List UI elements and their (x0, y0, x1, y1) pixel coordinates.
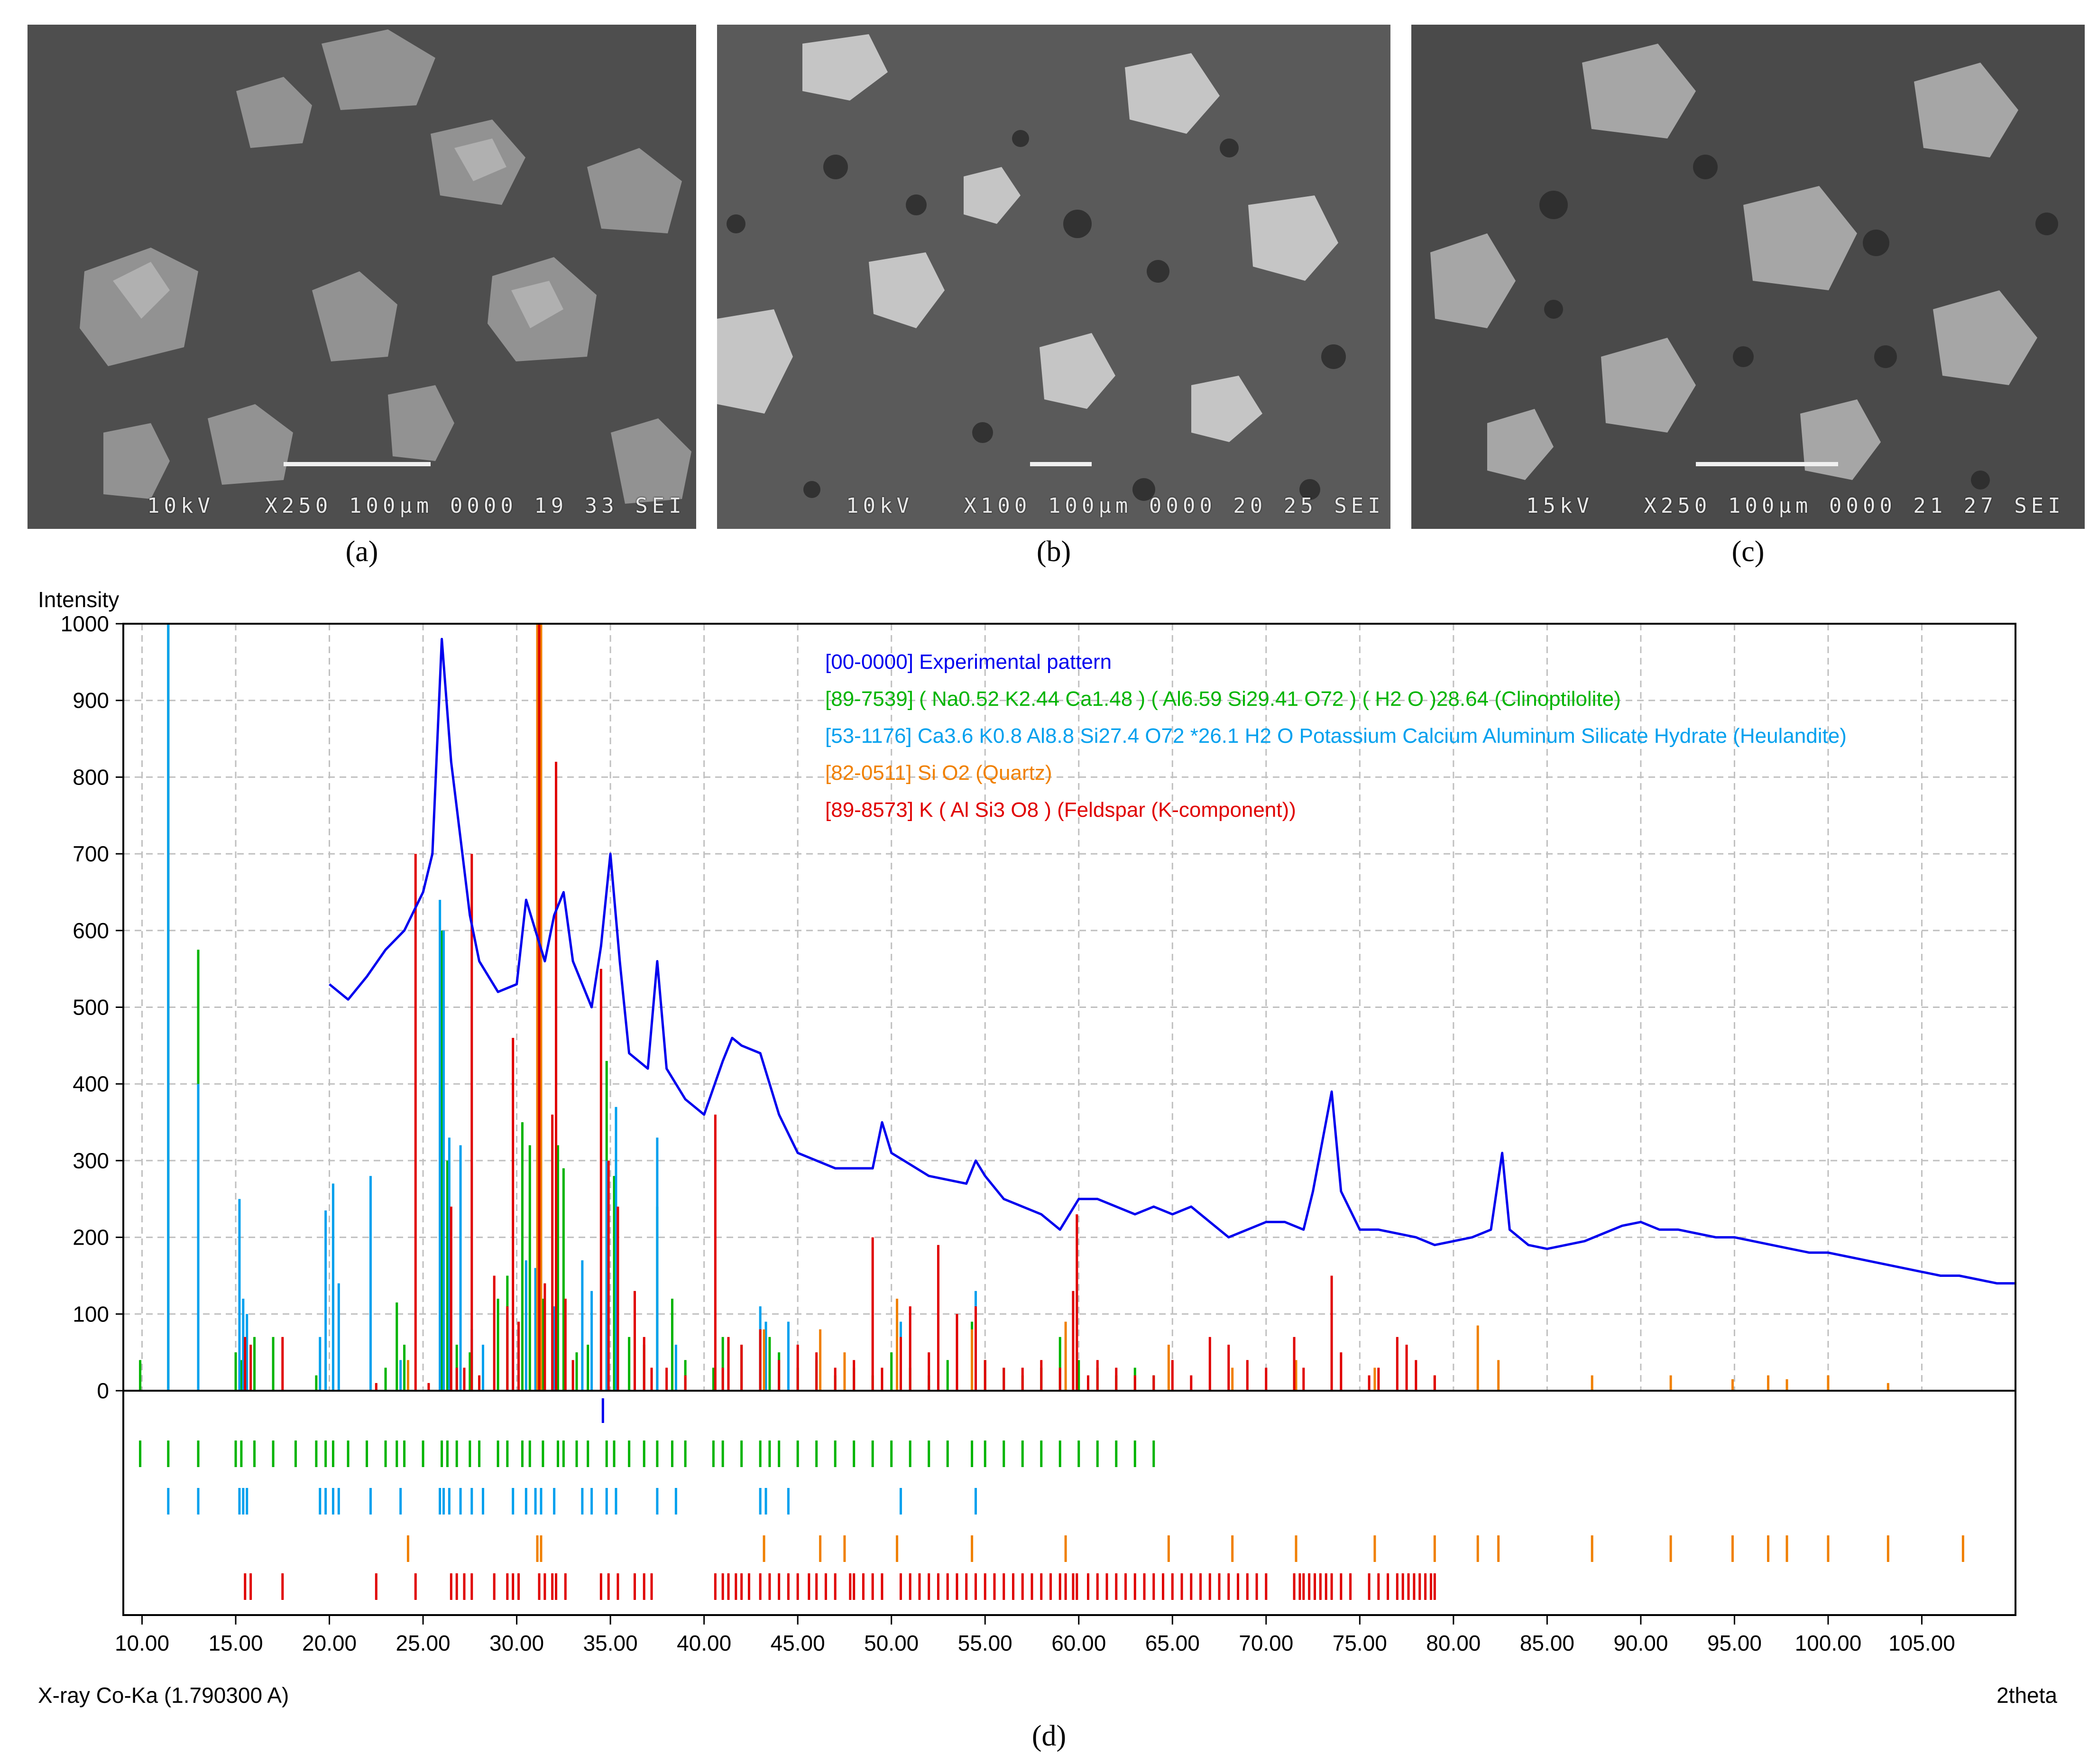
sem-mode-c: SEI (2014, 494, 2065, 518)
sem-scale-bar-c (1696, 462, 1838, 466)
sem-mag-c: X250 (1644, 494, 1712, 518)
sem-image-c: 15kV X250 100μm 0000 21 27 SEI (1411, 25, 2085, 529)
x-tick-label: 70.00 (1239, 1631, 1293, 1655)
x-tick-label: 25.00 (396, 1631, 451, 1655)
x-tick-label: 20.00 (302, 1631, 357, 1655)
tick-labels: 0 100 200 300 400 500 600 700 800 900 1000 10.00 15.… (61, 611, 1955, 1655)
caption-c: (c) (1731, 536, 1765, 568)
legend-entry: [00-0000] Experimental pattern (825, 650, 1112, 674)
y-tick-label: 700 (73, 841, 109, 866)
y-tick-label: 200 (73, 1225, 109, 1250)
caption-b: (b) (1036, 536, 1071, 568)
legend: [00-0000] Experimental pattern [89-7539] … (825, 650, 1847, 822)
y-tick-label: 300 (73, 1148, 109, 1173)
y-axis-label: Intensity (38, 587, 119, 612)
y-tick-label: 800 (73, 765, 109, 789)
legend-entry: [53-1176] Ca3.6 K0.8 Al8.8 Si27.4 O72 *2… (825, 724, 1847, 748)
caption-a: (a) (345, 536, 378, 568)
reference-sticks (139, 624, 1889, 1391)
x-tick-label: 80.00 (1426, 1631, 1481, 1655)
sem-image-b: 10kV X100 100μm 0000 20 25 SEI (717, 25, 1390, 529)
x-tick-label: 100.00 (1795, 1631, 1862, 1655)
sem-scale-b: 100μm (1048, 494, 1132, 518)
x-tick-label: 15.00 (208, 1631, 263, 1655)
x-tick-label: 65.00 (1145, 1631, 1200, 1655)
experimental-line (329, 637, 2015, 1285)
x-tick-label: 95.00 (1707, 1631, 1762, 1655)
sem-info-b: 10kV X100 100μm 0000 20 25 SEI (779, 470, 1385, 529)
chart-grid (116, 623, 2015, 1625)
legend-entry: [89-7539] ( Na0.52 K2.44 Ca1.48 ) ( Al6.… (825, 687, 1621, 711)
sem-info-a: 10kV X250 100μm 0000 19 33 SEI (80, 470, 686, 529)
sem-scale-bar-b (1030, 462, 1092, 466)
sem-scale-c: 100μm (1728, 494, 1813, 518)
sem-texture-a (28, 25, 696, 529)
x-tick-label: 10.00 (115, 1631, 169, 1655)
sem-kv-c: 15kV (1526, 494, 1593, 518)
sem-code-a: 0000 19 33 (450, 494, 618, 518)
sem-scale-bar-a (284, 462, 431, 466)
x-tick-label: 75.00 (1333, 1631, 1387, 1655)
sem-kv-b: 10kV (846, 494, 913, 518)
x-tick-label: 55.00 (958, 1631, 1012, 1655)
y-tick-label: 400 (73, 1071, 109, 1096)
x-tick-label: 50.00 (864, 1631, 919, 1655)
sem-mode-a: SEI (635, 494, 686, 518)
y-tick-label: 100 (73, 1302, 109, 1326)
y-tick-label: 500 (73, 995, 109, 1020)
x-tick-label: 90.00 (1613, 1631, 1668, 1655)
sem-texture-c (1411, 25, 2085, 529)
sem-code-b: 0000 20 25 (1149, 494, 1317, 518)
y-tick-label: 0 (97, 1378, 109, 1403)
x-tick-label: 85.00 (1520, 1631, 1574, 1655)
x-axis-label-left: X-ray Co-Ka (1.790300 A) (38, 1683, 289, 1708)
x-tick-label: 30.00 (489, 1631, 544, 1655)
x-tick-label: 45.00 (771, 1631, 825, 1655)
experimental-profile (329, 637, 2015, 1285)
x-tick-label: 40.00 (677, 1631, 731, 1655)
y-tick-label: 600 (73, 918, 109, 943)
sem-kv-a: 10kV (147, 494, 214, 518)
sem-mag-a: X250 (265, 494, 332, 518)
caption-d: (d) (1031, 1720, 1067, 1752)
x-axis-label-right: 2theta (1997, 1683, 2057, 1708)
sem-info-c: 15kV X250 100μm 0000 21 27 SEI (1459, 470, 2065, 529)
sem-scale-a: 100μm (349, 494, 433, 518)
sem-image-a: 10kV X250 100μm 0000 19 33 SEI (28, 25, 696, 529)
xrd-chart: 0 100 200 300 400 500 600 700 800 900 1000 10.00 15.… (38, 587, 2057, 1708)
y-tick-label: 1000 (61, 611, 109, 636)
x-tick-label: 60.00 (1051, 1631, 1106, 1655)
legend-entry: [82-0511] Si O2 (Quartz) (825, 761, 1052, 785)
sem-texture-b (717, 25, 1390, 529)
sem-code-c: 0000 21 27 (1829, 494, 1997, 518)
sem-mode-b: SEI (1334, 494, 1385, 518)
plot-frame (122, 623, 2016, 1616)
y-tick-label: 900 (73, 688, 109, 713)
sem-mag-b: X100 (964, 494, 1031, 518)
legend-entry: [89-8573] K ( Al Si3 O8 ) (Feldspar (K-c… (825, 798, 1296, 822)
x-tick-label: 105.00 (1888, 1631, 1955, 1655)
x-tick-label: 35.00 (583, 1631, 638, 1655)
reference-tick-rows (139, 1398, 1964, 1600)
